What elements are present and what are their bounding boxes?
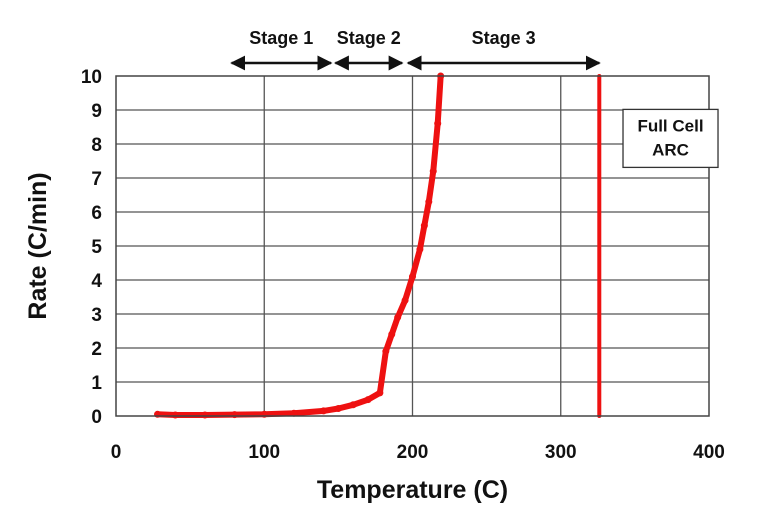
grid xyxy=(116,76,709,416)
data-point xyxy=(349,401,357,409)
y-axis-title: Rate (C/min) xyxy=(24,172,52,319)
y-tick-label: 7 xyxy=(91,169,102,190)
plot-frame xyxy=(115,75,710,417)
stage-label: Stage 1 xyxy=(249,28,313,48)
data-point xyxy=(201,411,209,419)
data-point xyxy=(376,389,384,397)
y-tick-label: 2 xyxy=(91,339,102,360)
data-point xyxy=(231,411,239,419)
y-tick-label: 3 xyxy=(91,305,102,326)
data-point xyxy=(420,222,428,230)
data-point xyxy=(409,273,416,281)
stage-markers: Stage 1 Stage 2 Stage 3 xyxy=(230,28,601,71)
x-tick-label: 400 xyxy=(693,442,725,463)
y-tick-label: 4 xyxy=(91,271,102,292)
y-tick-label: 0 xyxy=(91,407,102,428)
data-point xyxy=(401,296,409,304)
series-layer xyxy=(154,72,602,419)
annotation-box xyxy=(622,108,719,169)
data-point xyxy=(364,396,372,404)
y-tick-label: 1 xyxy=(91,373,102,394)
data-point xyxy=(320,407,328,415)
data-point xyxy=(425,198,433,206)
x-axis-title: Temperature (C) xyxy=(317,476,508,504)
data-point xyxy=(382,347,390,355)
data-point xyxy=(416,245,424,253)
data-point xyxy=(171,411,179,419)
stage-label: Stage 2 xyxy=(337,28,401,48)
x-tick-label: 300 xyxy=(545,442,577,463)
x-tick-label: 100 xyxy=(248,442,280,463)
data-point xyxy=(394,313,402,321)
x-tick-label: 0 xyxy=(111,442,122,463)
y-tick-label: 5 xyxy=(91,237,102,258)
y-tick-label: 10 xyxy=(81,67,102,88)
stage-label: Stage 3 xyxy=(472,28,536,48)
data-point xyxy=(334,405,342,413)
data-point xyxy=(388,330,396,338)
y-tick-label: 9 xyxy=(91,101,102,122)
annotation-text: Full Cell xyxy=(637,116,703,135)
x-tick-label: 200 xyxy=(397,442,429,463)
annotation-text: ARC xyxy=(652,140,689,159)
plot-border xyxy=(115,75,710,417)
y-tick-label: 6 xyxy=(91,203,102,224)
data-point xyxy=(429,167,437,175)
series-line xyxy=(154,73,444,418)
data-point xyxy=(434,120,442,128)
y-tick-label: 8 xyxy=(91,135,102,156)
data-point xyxy=(290,409,298,417)
annotations: Full Cell ARC xyxy=(622,108,719,169)
